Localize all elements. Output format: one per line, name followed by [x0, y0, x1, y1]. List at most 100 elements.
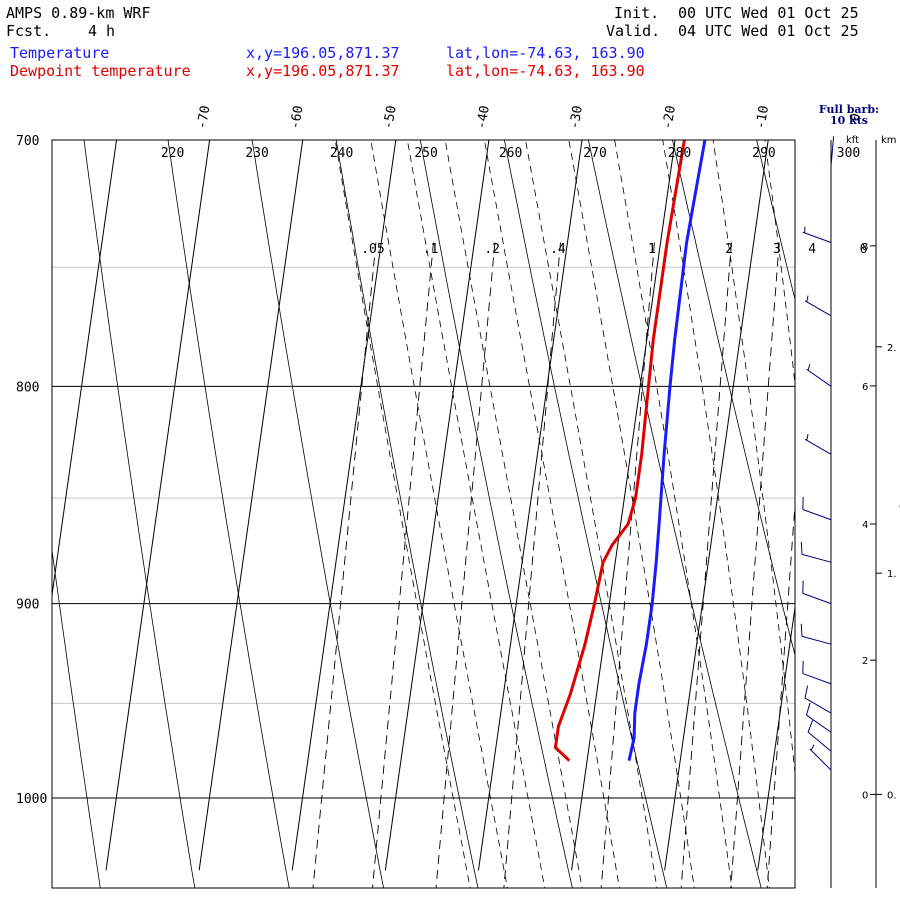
wind-barb — [804, 433, 832, 455]
theta-label: 230 — [245, 146, 268, 161]
isotherm — [571, 140, 676, 871]
forecast-label: Fcst. — [6, 22, 52, 40]
moist-adiabat — [805, 32, 883, 900]
kft-tick-label: 6 — [862, 382, 868, 393]
pressure-tick-label: 800 — [16, 380, 39, 395]
km-label: km — [881, 135, 897, 146]
km-tick-label: 0. — [887, 790, 897, 801]
dry-adiabat — [503, 140, 668, 888]
mixing-ratio-line — [730, 242, 780, 888]
moist-adiabat — [444, 140, 583, 888]
moist-adiabat — [483, 140, 620, 888]
isotherm — [384, 140, 490, 871]
wind-barb — [805, 702, 832, 733]
kft-tick-label: 2 — [862, 656, 868, 667]
temperature-tick-label: -10 — [753, 105, 772, 131]
isotherm — [52, 140, 117, 599]
isotherm — [757, 604, 795, 871]
isotherm — [291, 140, 397, 871]
moist-adiabat — [764, 140, 795, 388]
pressure-tick-label: 700 — [16, 134, 39, 149]
valid-label: Valid. — [606, 22, 661, 40]
moist-adiabat — [370, 140, 508, 888]
temperature-tick-label: -20 — [660, 105, 679, 131]
moist-adiabat — [860, 32, 900, 900]
barb-legend-line2: 10 kts — [829, 114, 869, 127]
diagram-background-lines — [0, 32, 900, 900]
wind-barb — [804, 685, 832, 714]
mixing-ratio-label: .4 — [550, 242, 566, 257]
temperature-tick-label: -70 — [195, 105, 214, 131]
moist-adiabat — [334, 140, 471, 888]
isotherm — [477, 140, 583, 871]
wind-barb — [802, 496, 832, 521]
mixing-ratio-label: 2 — [725, 242, 733, 257]
dry-adiabat — [83, 140, 196, 888]
plot-frame — [51, 139, 796, 889]
km-tick-label: 2. — [887, 343, 897, 354]
legend-dewpoint-name: Dewpoint temperature — [10, 62, 191, 80]
isotherm — [105, 140, 211, 871]
init-time: 00 UTC Wed 01 Oct 25 — [678, 4, 859, 22]
km-tick-label: 1. — [887, 569, 897, 580]
temperature-tick-label: -30 — [567, 105, 586, 131]
dry-adiabat — [672, 140, 795, 657]
moist-adiabat — [406, 140, 546, 888]
isotherm — [198, 140, 304, 871]
wind-barb — [830, 136, 835, 167]
moist-adiabat — [712, 140, 795, 777]
pressure-tick-label: 900 — [16, 598, 39, 613]
mixing-ratio-line — [821, 243, 866, 889]
dry-adiabat — [167, 140, 290, 888]
isotherm — [851, 140, 900, 870]
theta-label: 280 — [668, 146, 691, 161]
sounding-profiles — [553, 140, 707, 762]
isotherm — [0, 140, 23, 870]
mixing-ratio-label: 6 — [860, 242, 868, 257]
theta-label: 300 — [837, 146, 860, 161]
moist-adiabat — [525, 140, 658, 888]
theta-label: 290 — [752, 146, 775, 161]
dry-adiabat — [52, 547, 101, 888]
mixing-ratio-label: 4 — [808, 242, 816, 257]
mixing-ratio-label: .05 — [361, 242, 384, 257]
moist-adiabat — [614, 140, 733, 888]
legend-dewpoint-xy: x,y=196.05,871.37 — [246, 62, 400, 80]
isotherm-marker-label: 10 — [898, 493, 900, 511]
moist-adiabat — [568, 140, 695, 888]
theta-label: 220 — [161, 146, 184, 161]
dry-adiabat — [419, 140, 573, 888]
theta-label: 250 — [414, 146, 437, 161]
temperature-tick-label: 0 — [848, 112, 864, 122]
mixing-ratio-label: 1 — [648, 242, 656, 257]
theta-label: 270 — [583, 146, 606, 161]
legend-temperature-xy: x,y=196.05,871.37 — [246, 44, 400, 62]
wind-barbs — [800, 136, 835, 888]
wind-barb — [800, 623, 832, 645]
forecast-hour: 4 h — [88, 22, 116, 40]
mixing-ratio-line — [503, 242, 561, 888]
mixing-ratio-label: 3 — [773, 242, 781, 257]
kft-label: kft — [846, 135, 859, 146]
wind-barb — [806, 364, 832, 387]
wind-barb — [802, 226, 832, 243]
legend-temperature-latlon: lat,lon=-74.63, 163.90 — [446, 44, 645, 62]
dry-adiabat — [335, 140, 479, 888]
kft-tick-label: 4 — [862, 520, 868, 531]
mixing-ratio-line — [435, 242, 496, 888]
temperature-profile — [627, 140, 707, 762]
wind-barb — [807, 720, 832, 752]
moist-adiabat — [662, 140, 770, 888]
wind-barb — [802, 580, 832, 605]
model-title: AMPS 0.89-km WRF — [6, 4, 151, 22]
init-label: Init. — [614, 4, 660, 22]
barb-legend-line1: Full barb: — [818, 103, 880, 116]
mixing-ratio-label: .2 — [484, 242, 500, 257]
isotherm — [664, 140, 769, 871]
temperature-tick-label: -40 — [474, 105, 493, 131]
dry-adiabat — [251, 140, 385, 888]
kft-tick-label: 0 — [862, 790, 868, 801]
mixing-ratio-line — [600, 242, 655, 888]
